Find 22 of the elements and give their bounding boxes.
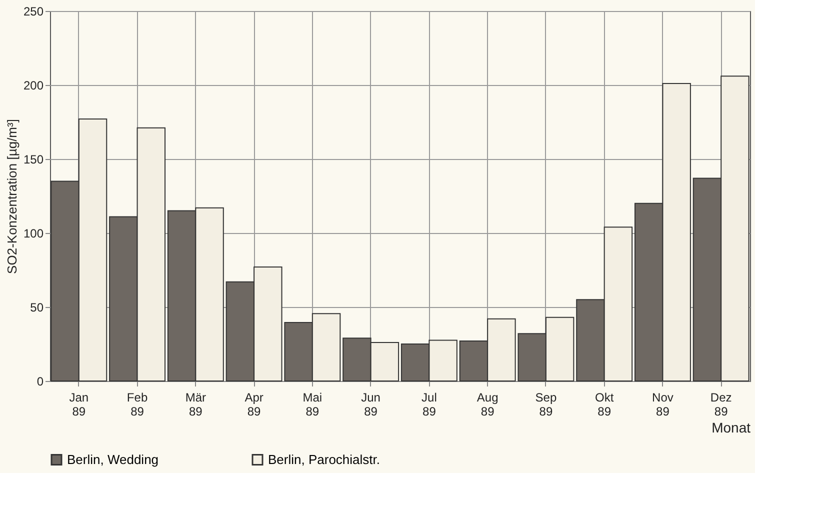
y-tick-label: 250	[23, 4, 44, 18]
x-tick-label: Aug 89	[476, 390, 498, 418]
x-tick-label: Okt 89	[595, 390, 614, 418]
x-axis-title: Monat	[712, 420, 751, 436]
x-tick-label: Dez 89	[710, 390, 732, 418]
x-tick-label: Mai 89	[302, 390, 322, 418]
x-tick-label: Feb 89	[126, 390, 148, 418]
y-tick-label: 200	[23, 78, 44, 92]
x-tick-label: Sep 89	[535, 390, 557, 418]
x-tick-label: Mär 89	[185, 390, 206, 418]
x-tick-label: Nov 89	[652, 390, 674, 418]
legend-label: Berlin, Wedding	[67, 452, 159, 467]
x-tick-label: Jan 89	[69, 390, 89, 418]
x-tick-label: Jul 89	[422, 390, 437, 418]
y-tick-label: 150	[23, 152, 44, 166]
y-axis-title: SO2-Konzentration [µg/m³]	[4, 119, 20, 274]
legend-label: Berlin, Parochialstr.	[268, 452, 380, 467]
x-tick-label: Apr 89	[244, 390, 264, 418]
y-tick-label: 100	[23, 226, 44, 240]
y-tick-label: 50	[30, 300, 44, 314]
x-tick-label: Jun 89	[361, 390, 380, 418]
y-tick-label: 0	[36, 374, 44, 388]
